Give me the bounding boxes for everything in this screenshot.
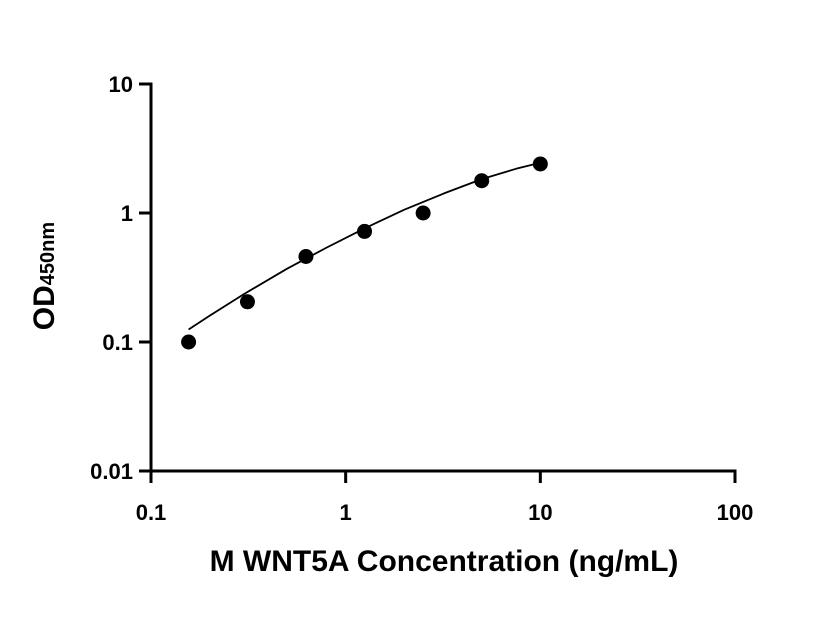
y-tick-label: 1 [121, 201, 133, 226]
x-tick-label: 10 [528, 500, 552, 525]
data-point [298, 249, 314, 265]
axes [149, 82, 737, 473]
x-tick-label: 1 [340, 500, 352, 525]
data-point [415, 205, 431, 221]
y-axis-title: OD450nm [28, 222, 61, 330]
ticks [139, 82, 737, 483]
x-tick-label: 0.1 [136, 500, 167, 525]
y-axis-title-main: OD [28, 285, 61, 330]
y-tick-label: 0.1 [102, 330, 133, 355]
data-point [357, 223, 373, 239]
x-tick-label: 100 [717, 500, 754, 525]
data-point [239, 294, 255, 310]
y-tick-label: 0.01 [90, 459, 133, 484]
data-point [181, 334, 197, 350]
data-point [532, 156, 548, 172]
data-point [474, 173, 490, 189]
y-tick-label: 10 [109, 72, 133, 97]
x-axis-title: M WNT5A Concentration (ng/mL) [210, 545, 679, 578]
y-axis-title-subscript: 450nm [37, 222, 59, 285]
data-points [181, 156, 548, 350]
